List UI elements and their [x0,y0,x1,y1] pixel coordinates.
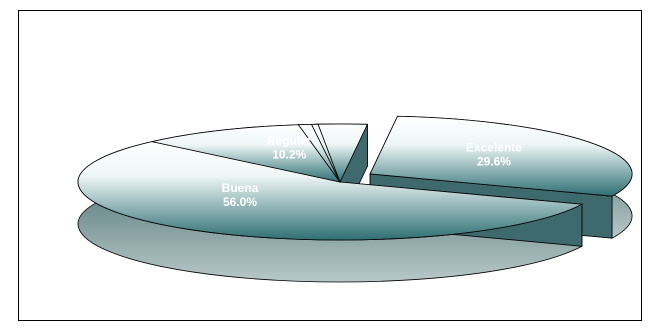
slice-label-regular: Regular [267,133,312,147]
slice-value-regular: 10.2% [272,147,306,161]
pie-tops [77,115,633,241]
slice-value-excelente: 29.6% [477,155,511,169]
pie-slice-small-5 [317,123,369,184]
pie-slice-excelente [369,115,633,197]
pie-slice-regular [151,124,341,183]
slice-label-excelente: Excelente [466,141,522,155]
pie-slice-buena [77,141,584,241]
slice-value-buena: 56.0% [223,195,257,209]
slice-label-buena: Buena [222,181,259,195]
